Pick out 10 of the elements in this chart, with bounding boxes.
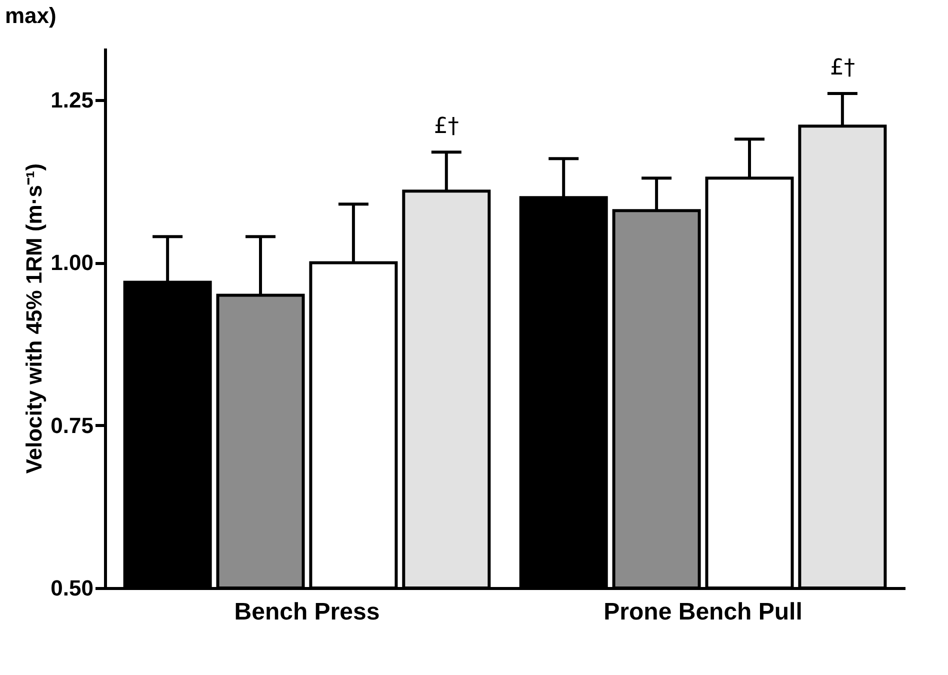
y-tick-label: 1.00 (50, 250, 94, 276)
annotation: £† (434, 114, 459, 140)
x-tick-label: Bench Press (234, 598, 380, 626)
y-axis-title: Velocity with 45% 1RM (m·s⁻¹) (22, 163, 47, 474)
x-tick-label: Prone Bench Pull (604, 598, 802, 626)
y-tick-label: 0.75 (50, 412, 94, 438)
text: max) (5, 3, 56, 28)
y-tick-label: 1.25 (50, 88, 94, 113)
y-tick-label: 0.50 (50, 576, 94, 600)
annotation: £† (830, 56, 855, 81)
